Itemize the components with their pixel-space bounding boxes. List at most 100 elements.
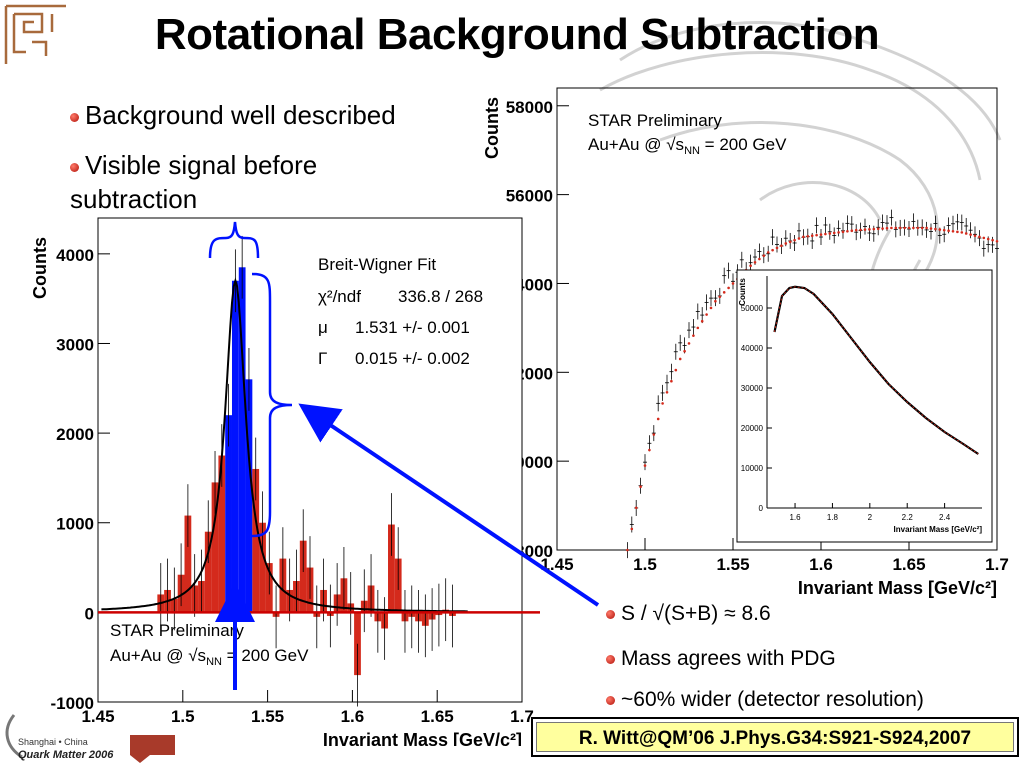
- y-tick-label: 1000: [56, 515, 94, 534]
- fit-param-symbol: μ: [318, 318, 328, 337]
- rotational-point: [898, 226, 902, 230]
- rotational-point: [986, 237, 990, 241]
- rotational-point: [934, 227, 937, 231]
- rotational-point: [964, 232, 968, 235]
- rotational-point: [872, 227, 876, 231]
- rotational-point: [771, 248, 774, 252]
- rotational-point: [995, 239, 999, 243]
- rotational-point: [753, 261, 757, 264]
- fit-param-value: 1.531 +/- 0.001: [355, 318, 470, 337]
- rotational-point: [797, 237, 801, 240]
- rotational-point: [709, 306, 713, 310]
- rotational-point: [714, 299, 717, 303]
- inset-x-tick-label: 1.8: [827, 513, 839, 522]
- collision-label: Au+Au @ √sNN = 200 GeV: [588, 135, 787, 157]
- histogram-bin: [354, 612, 361, 676]
- x-tick-label: 1.65: [421, 707, 454, 726]
- rotational-point: [802, 235, 805, 239]
- rotational-point: [806, 234, 810, 238]
- x-tick-label: 1.6: [341, 707, 365, 726]
- rotational-point: [991, 238, 994, 242]
- rotational-point: [837, 231, 840, 234]
- histogram-bin: [211, 482, 219, 613]
- x-tick-label: 1.65: [892, 555, 925, 574]
- rotational-point: [687, 342, 691, 345]
- y-tick-label: 4000: [56, 246, 94, 265]
- rotational-point: [815, 233, 818, 237]
- signal-brace: [208, 221, 260, 259]
- histogram-bin: [245, 379, 253, 613]
- inset-y-tick-label: 30000: [741, 384, 764, 393]
- x-axis-label: Invariant Mass [GeV/c²]: [323, 730, 522, 746]
- rotational-point: [656, 417, 660, 421]
- fit-param-symbol: Γ: [318, 349, 327, 368]
- rotational-point: [788, 240, 792, 244]
- y-tick-label: -1000: [51, 694, 94, 713]
- bullet-text: S / √(S+B) ≈ 8.6: [621, 602, 771, 625]
- rotational-point: [863, 228, 867, 231]
- inset-frame: [736, 269, 993, 543]
- rotational-point: [942, 228, 946, 232]
- inset-y-tick-label: 40000: [741, 344, 764, 353]
- bullet-text: Background well described: [85, 100, 396, 130]
- y-tick-label: 58000: [506, 98, 553, 117]
- bullet-visible-signal: Visible signal before subtraction: [70, 148, 400, 216]
- logo-line1: Shanghai • China: [18, 737, 88, 747]
- breit-wigner-curve: [101, 277, 468, 613]
- rotational-point: [969, 233, 972, 236]
- y-tick-label: 3000: [56, 335, 94, 354]
- rotational-point: [956, 230, 959, 234]
- rotational-point: [903, 226, 906, 230]
- rotational-point: [854, 228, 858, 232]
- rotational-point: [832, 231, 836, 235]
- rotational-point: [978, 235, 981, 239]
- rotational-point: [643, 464, 647, 467]
- rotational-point: [982, 236, 986, 240]
- inset-curve-rotational: [774, 286, 979, 455]
- rotational-point: [824, 232, 827, 236]
- corner-ornament: [4, 4, 66, 64]
- inset-y-axis-label: Counts: [738, 278, 747, 306]
- bullet-significance: S / √(S+B) ≈ 8.6: [606, 602, 771, 626]
- rotational-point: [925, 226, 928, 230]
- fit-title: Breit-Wigner Fit: [318, 255, 436, 274]
- rotational-point: [881, 227, 884, 230]
- rotational-point: [819, 233, 823, 236]
- bullet-text: ~60% wider (detector resolution): [621, 688, 924, 711]
- rotational-point: [674, 368, 678, 372]
- inset-x-tick-label: 1.6: [789, 513, 801, 522]
- x-tick-label: 1.55: [716, 555, 749, 574]
- rotational-point: [692, 334, 695, 337]
- bullet-text: Mass agrees with PDG: [621, 647, 836, 670]
- histogram-bin: [231, 280, 239, 613]
- bullet-marker-icon: [70, 162, 79, 172]
- bullet-mass-agrees: Mass agrees with PDG: [606, 647, 836, 671]
- x-tick-label: 1.45: [540, 555, 573, 574]
- rotational-point: [868, 228, 871, 231]
- rotational-point: [683, 349, 686, 353]
- bullet-marker-icon: [70, 112, 79, 122]
- plot-frame: [556, 87, 998, 551]
- histogram-bin: [218, 455, 226, 613]
- quark-matter-logo: [5, 714, 175, 763]
- x-axis-label: Invariant Mass [GeV/c²]: [798, 578, 997, 598]
- inset-x-tick-label: 2.4: [939, 513, 951, 522]
- histogram-bin: [299, 540, 307, 613]
- rotational-point: [885, 226, 889, 230]
- rotational-point: [648, 448, 651, 452]
- star-preliminary-label: STAR Preliminary: [110, 621, 244, 640]
- rotational-point: [758, 257, 761, 261]
- inset-x-tick-label: 2.2: [902, 513, 914, 522]
- citation-text: R. Witt@QM’06 J.Phys.G34:S921-S924,2007: [536, 722, 1014, 752]
- rotational-point: [938, 228, 942, 231]
- rotational-point: [780, 244, 783, 248]
- rotational-point: [705, 313, 708, 316]
- x-tick-label: 1.5: [171, 707, 195, 726]
- rotational-point: [850, 229, 854, 233]
- rotational-point: [630, 527, 634, 531]
- rotational-point: [793, 238, 796, 242]
- y-axis-label: Counts: [482, 97, 502, 159]
- rotational-point: [947, 229, 950, 233]
- rotational-point: [894, 226, 898, 230]
